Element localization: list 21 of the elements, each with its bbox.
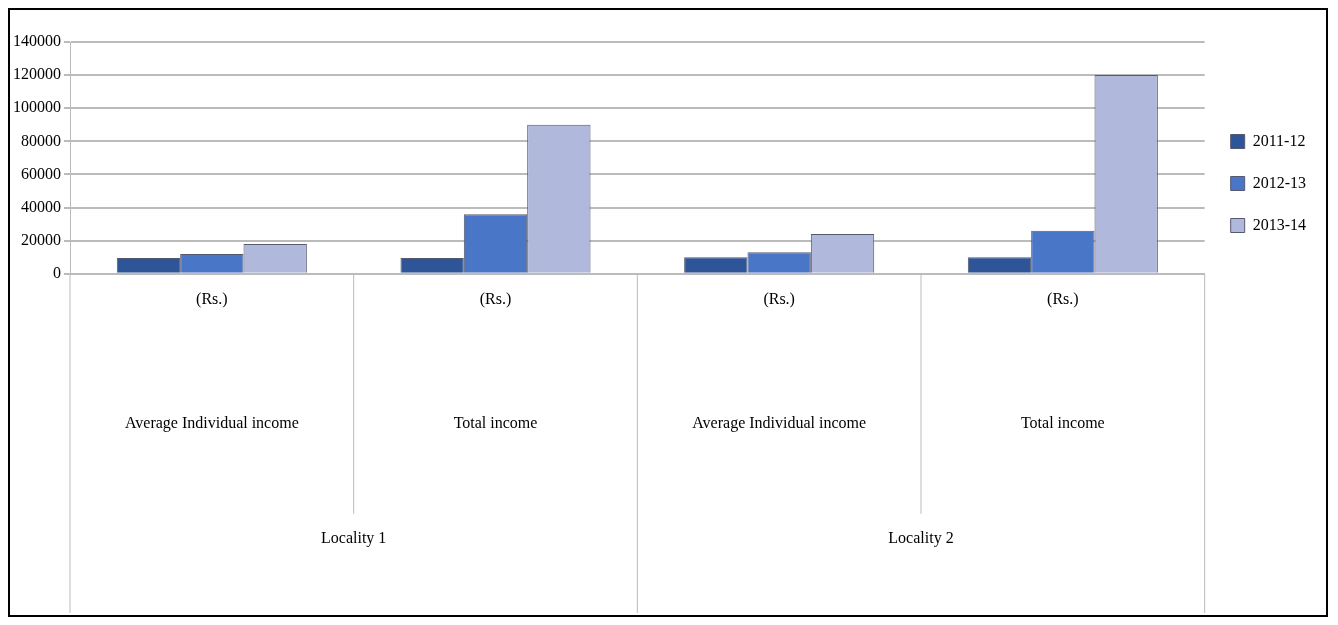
text: Locality 2	[888, 529, 954, 547]
legend-label: 2012-13	[1252, 173, 1306, 191]
x-tick-label: (Rs.)	[479, 289, 512, 308]
y-tick-label: 40000	[21, 197, 61, 215]
legend-label: 2013-14	[1252, 215, 1306, 233]
y-tick-label: 120000	[13, 65, 61, 83]
text: Total income	[453, 414, 538, 431]
text: Locality 1	[321, 529, 387, 547]
text: Total income	[1020, 414, 1105, 431]
y-tick-label: 0	[53, 264, 61, 281]
x-tick-label: (Rs.)	[196, 289, 228, 308]
x-tick-label: (Rs.)	[763, 289, 795, 308]
y-tick-label: 60000	[21, 164, 61, 182]
y-tick-label: 80000	[21, 131, 61, 149]
y-tick-label: 100000	[13, 98, 61, 116]
text: Average Individual income	[692, 414, 867, 432]
x-tick-label: (Rs.)	[1047, 289, 1079, 308]
text: Average Individual income	[124, 414, 299, 432]
y-tick-label: 20000	[21, 230, 61, 248]
y-tick-label: 140000	[13, 32, 61, 50]
legend-label: 2011-12	[1252, 131, 1306, 149]
